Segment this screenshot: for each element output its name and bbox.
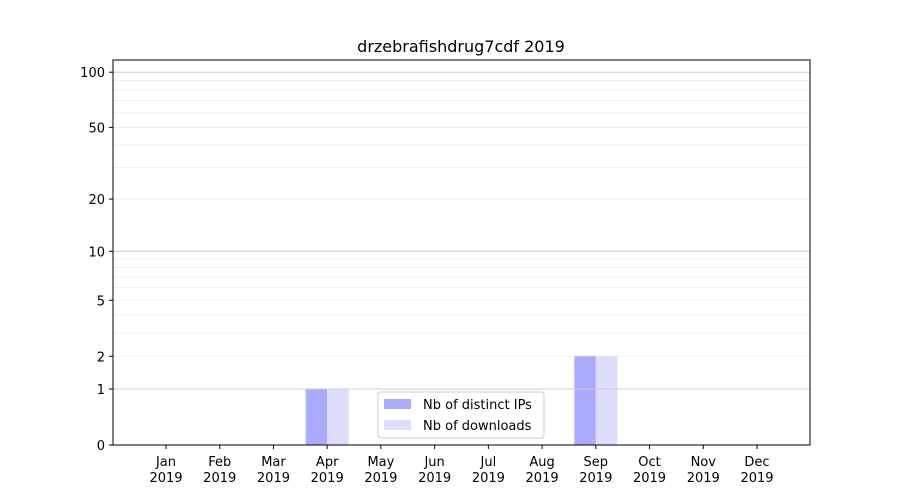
- bar-distinct-ips: [305, 389, 328, 445]
- y-tick-label: 20: [88, 193, 105, 208]
- legend-swatch: [384, 420, 411, 430]
- x-tick-label: 2019: [526, 471, 559, 486]
- y-tick-label: 2: [97, 350, 105, 365]
- bar-downloads: [595, 356, 618, 445]
- y-tick-label: 1: [97, 383, 105, 398]
- x-axis: Jan2019Feb2019Mar2019Apr2019May2019Jun20…: [149, 445, 774, 486]
- y-tick-label: 50: [88, 121, 105, 136]
- x-tick-label: Jan: [155, 455, 176, 470]
- bar-distinct-ips: [574, 356, 596, 445]
- x-tick-label: May: [367, 455, 394, 470]
- x-tick-label: 2019: [418, 471, 451, 486]
- y-tick-label: 100: [80, 66, 105, 81]
- x-tick-label: 2019: [257, 471, 290, 486]
- legend-swatch: [384, 399, 411, 409]
- x-tick-label: 2019: [203, 471, 236, 486]
- x-tick-label: Jun: [423, 455, 444, 470]
- y-tick-label: 5: [97, 294, 105, 309]
- legend-label: Nb of downloads: [423, 419, 532, 434]
- y-axis: 0 1 2 5 10 20 50 100: [80, 66, 113, 454]
- x-tick-label: Apr: [316, 455, 339, 470]
- legend: Nb of distinct IPs Nb of downloads: [377, 391, 545, 439]
- x-tick-label: 2019: [311, 471, 344, 486]
- x-tick-label: 2019: [687, 471, 720, 486]
- x-tick-label: Nov: [691, 455, 717, 470]
- plot-frame: [112, 59, 811, 446]
- x-tick-label: Mar: [261, 455, 286, 470]
- x-tick-label: Oct: [638, 455, 660, 470]
- bar-downloads: [327, 389, 349, 445]
- y-tick-label: 10: [88, 245, 105, 260]
- x-tick-label: Jul: [480, 455, 497, 470]
- bars: [305, 356, 618, 445]
- legend-label: Nb of distinct IPs: [423, 398, 532, 413]
- x-tick-label: 2019: [472, 471, 505, 486]
- x-tick-label: 2019: [579, 471, 612, 486]
- y-tick-label: 0: [97, 439, 105, 454]
- x-tick-label: 2019: [633, 471, 666, 486]
- x-tick-label: Feb: [208, 455, 231, 470]
- x-tick-label: Sep: [584, 455, 609, 470]
- x-tick-label: Dec: [744, 455, 769, 470]
- x-tick-label: 2019: [740, 471, 773, 486]
- x-tick-label: Aug: [529, 455, 554, 470]
- grid: [113, 80, 810, 357]
- legend-box: [377, 391, 545, 439]
- x-tick-label: 2019: [364, 471, 397, 486]
- x-tick-label: 2019: [149, 471, 182, 486]
- major-grid: [113, 71, 810, 390]
- chart-title: drzebrafishdrug7cdf 2019: [357, 37, 565, 56]
